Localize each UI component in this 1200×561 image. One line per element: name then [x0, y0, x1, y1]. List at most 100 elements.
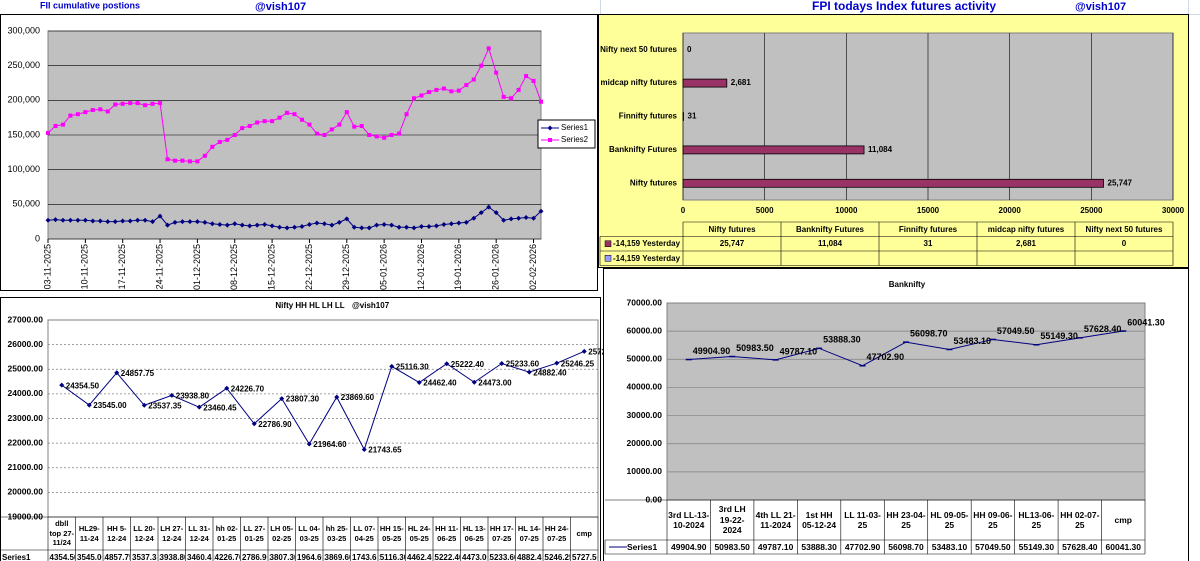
y-tick-label: 10000.00 [627, 466, 663, 476]
table-value-cell: 25222.40 [434, 552, 460, 561]
legend-label: Series1 [561, 123, 589, 132]
table-value-cell: 25116.30 [379, 552, 405, 561]
table-header-cell: midcap nifty futures [987, 224, 1065, 234]
cell-box: hh 25-03-25 [326, 524, 348, 543]
point-marker [444, 361, 450, 367]
cell-box: HH 11-06-25 [435, 524, 458, 543]
data-label: 23545.00 [93, 401, 127, 410]
table-value-cell: 23545.00 [77, 552, 103, 561]
point-marker [501, 94, 506, 99]
cell-box: 53483.10 [932, 542, 967, 551]
point-marker [128, 101, 133, 106]
chart-title: Nifty HH HL LH LL [275, 301, 344, 310]
point-marker [397, 131, 402, 136]
data-label: 24882.40 [533, 368, 567, 377]
data-table [0, 516, 599, 561]
table-header-cell: 4th LL 21-11-2024 [755, 509, 796, 531]
point-marker [434, 87, 439, 92]
point-marker [150, 101, 155, 106]
y-tick-label: 300,000 [7, 25, 40, 35]
point-marker [172, 158, 177, 163]
data-label: 23460.45 [203, 403, 237, 412]
table-header-cell: LL 07-04-25 [353, 524, 376, 543]
cell-box: 56098.70 [888, 542, 923, 551]
point-marker [359, 123, 364, 128]
point-marker [456, 220, 462, 226]
point-marker [299, 224, 305, 230]
data-label: 24473.00 [478, 378, 512, 387]
point-marker [53, 123, 58, 128]
table-header-cell: LL 31-12-24 [188, 524, 211, 543]
y-tick-label: 20000.00 [8, 487, 44, 497]
point-marker [344, 216, 350, 222]
cell-box: 53888.30 [801, 542, 836, 551]
header-title: FII cumulative postions [40, 0, 140, 10]
point-marker [142, 217, 148, 223]
point-marker [68, 113, 73, 118]
table-value-cell: 50983.50 [714, 541, 750, 552]
y-tick-label: 0.00 [645, 494, 662, 504]
cell-box: LH 05-02-25 [270, 524, 293, 543]
point-marker [90, 108, 95, 113]
header-handle: @vish107 [1075, 1, 1126, 13]
point-marker [322, 133, 327, 137]
y-tick-label: Nifty next 50 futures [600, 45, 677, 54]
y-tick-label: 40000.00 [627, 382, 663, 392]
point-marker [112, 219, 118, 225]
point-marker [538, 208, 544, 214]
point-marker [150, 219, 156, 225]
table-header-cell: HH 23-04-25 [886, 509, 926, 531]
data-label: 57049.50 [997, 326, 1035, 336]
point-marker [509, 96, 514, 101]
cell-box: LL 04-03-25 [298, 524, 320, 543]
point-marker [83, 110, 88, 115]
table-value-cell: 24473.00 [462, 552, 488, 561]
point-marker [411, 225, 417, 231]
point-marker [143, 103, 148, 108]
y-tick-label: Nifty futures [630, 178, 678, 187]
y-tick-label: 25000.00 [8, 364, 44, 374]
table-value-cell: 31 [923, 239, 933, 249]
cell-box: 49904.90 [671, 541, 707, 552]
table-value-cell: 24354.50 [49, 552, 75, 561]
table-value-cell: 21964.60 [297, 552, 323, 561]
y-tick-label: 200,000 [7, 95, 40, 105]
point-marker [426, 90, 431, 95]
table-header-cell: Nifty next 50 futures [1085, 224, 1163, 234]
cell-box: cmp [577, 529, 592, 538]
cell-box: 24462.40 [407, 553, 433, 561]
point-marker [262, 119, 267, 124]
x-tick-label: 25000 [1080, 206, 1103, 215]
table-row-label: -14,159 Yesterday [613, 253, 681, 263]
point-marker [516, 87, 521, 92]
cell-box: 25233.60 [489, 553, 515, 561]
chart-title: Banknifty [889, 280, 926, 289]
point-marker [464, 83, 469, 88]
point-marker [224, 222, 230, 228]
data-label: 23938.80 [176, 391, 210, 400]
table-value-cell: 49787.10 [757, 541, 794, 552]
table-value-cell: 23807.30 [269, 552, 295, 561]
data-label: 23537.35 [148, 401, 182, 410]
point-marker [277, 115, 282, 120]
point-marker [336, 219, 342, 225]
point-marker [67, 217, 73, 223]
plot-area [47, 319, 599, 518]
table-value-cell: 23537.35 [132, 552, 158, 561]
table-header-cell: HL 09-05-25 [930, 509, 969, 531]
table-value-cell: 24226.70 [214, 552, 240, 561]
cell-box: 22786.90 [242, 553, 268, 561]
point-marker [367, 133, 372, 137]
table-value-cell: 49904.90 [671, 541, 707, 552]
x-tick-label: 30000 [1162, 206, 1185, 215]
point-marker [82, 217, 88, 223]
table-value-cell: 55149.30 [1018, 541, 1055, 552]
point-marker [539, 99, 543, 104]
point-marker [187, 159, 192, 164]
point-marker [98, 107, 103, 112]
point-marker [471, 379, 477, 385]
point-marker [329, 127, 334, 132]
table-value-cell: 23869.60 [324, 552, 350, 561]
point-marker [449, 89, 454, 94]
point-marker [389, 222, 395, 228]
